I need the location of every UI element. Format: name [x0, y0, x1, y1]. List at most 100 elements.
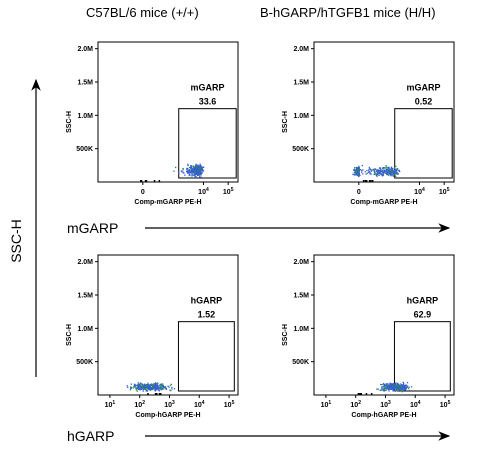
event-dot — [393, 388, 395, 390]
event-dot — [169, 389, 171, 391]
event-dot — [382, 388, 384, 391]
event-dot — [375, 169, 378, 171]
event-dot — [357, 169, 359, 171]
event-dot — [353, 168, 355, 170]
event-dot — [376, 172, 378, 175]
event-dot — [146, 383, 149, 386]
plot-frame — [97, 254, 239, 396]
event-dot — [378, 169, 380, 172]
event-dot — [144, 180, 147, 182]
y-tick-label: 1.0M — [293, 113, 309, 120]
event-dot — [384, 384, 387, 386]
tick-exponent: 5 — [448, 400, 451, 406]
gate-percent-label: 33.6 — [199, 97, 217, 107]
event-dot — [385, 385, 388, 387]
x-tick-label: 105 — [223, 187, 234, 196]
event-dot — [198, 169, 200, 171]
event-dot — [380, 383, 382, 386]
event-dot — [373, 170, 375, 172]
event-dot — [370, 180, 372, 182]
event-dot — [152, 385, 154, 387]
tick-base: 10 — [198, 189, 206, 196]
y-tick-label: 500K — [292, 359, 309, 366]
event-dot — [145, 387, 147, 390]
event-dot — [155, 384, 157, 386]
event-dot — [156, 388, 158, 390]
event-dot — [403, 385, 406, 388]
y-tick-label: 2.0M — [293, 259, 309, 266]
event-dot — [392, 384, 394, 386]
event-dot — [399, 386, 401, 388]
x-tick-label: 102 — [134, 400, 145, 409]
event-dot — [375, 173, 378, 175]
event-dot — [386, 384, 388, 386]
event-dot — [389, 171, 391, 174]
event-dot — [191, 170, 193, 173]
event-dot — [378, 172, 381, 174]
event-dot — [358, 175, 360, 178]
event-dot — [198, 170, 201, 172]
event-dot — [136, 390, 138, 392]
event-dot — [404, 384, 407, 386]
event-dot — [182, 170, 184, 172]
y-tick-label: 2.0M — [293, 46, 309, 53]
event-dot — [381, 170, 384, 172]
event-dot — [357, 168, 360, 170]
event-dot — [147, 388, 149, 390]
event-dot — [194, 166, 196, 168]
event-dot — [197, 169, 199, 171]
event-dots — [140, 163, 205, 182]
event-dot — [376, 169, 378, 171]
event-dot — [395, 383, 397, 385]
event-dot — [361, 164, 363, 167]
event-dot — [144, 383, 146, 386]
event-dot — [153, 386, 155, 388]
event-dot — [389, 388, 391, 390]
event-dot — [196, 168, 198, 171]
event-dot — [402, 385, 405, 387]
gate-percent-label: 0.52 — [415, 97, 433, 107]
event-dot — [405, 384, 407, 386]
event-dot — [408, 386, 410, 388]
event-dot — [200, 166, 203, 168]
event-dot — [199, 169, 201, 171]
event-dot — [400, 383, 402, 385]
event-dot — [195, 163, 197, 165]
event-dot — [155, 389, 157, 391]
event-dot — [181, 170, 183, 173]
tick-exponent: 1 — [112, 400, 115, 406]
event-dot — [188, 173, 191, 175]
event-dot — [189, 166, 192, 169]
event-dot — [199, 171, 201, 173]
event-dot — [138, 383, 141, 385]
event-dot — [171, 388, 173, 390]
column-header-wildtype: C57BL/6 mice (+/+) — [86, 5, 199, 20]
event-dot — [379, 171, 381, 173]
event-dot — [140, 180, 143, 182]
event-dot — [200, 173, 202, 175]
event-dot — [368, 171, 371, 173]
x-tick-label: 104 — [198, 187, 209, 196]
event-dot — [381, 389, 384, 391]
event-dot — [392, 383, 394, 385]
event-dot — [401, 391, 403, 393]
x-tick-label: 0 — [357, 189, 361, 196]
event-dot — [396, 169, 398, 171]
event-dot — [396, 385, 398, 387]
event-dot — [408, 389, 410, 392]
gate-name-label: hGARP — [407, 296, 439, 306]
event-dot — [162, 388, 164, 391]
event-dot — [188, 174, 190, 176]
event-dots — [357, 381, 413, 395]
event-dot — [390, 170, 392, 172]
y-tick-label: 1.5M — [293, 293, 309, 300]
event-dot — [199, 165, 201, 167]
event-dot — [367, 171, 370, 173]
event-dot — [182, 172, 184, 174]
event-dot — [132, 387, 134, 389]
event-dot — [395, 165, 397, 167]
event-dot — [357, 393, 360, 395]
row-label-hgarp: hGARP — [67, 428, 115, 444]
event-dot — [359, 393, 361, 395]
